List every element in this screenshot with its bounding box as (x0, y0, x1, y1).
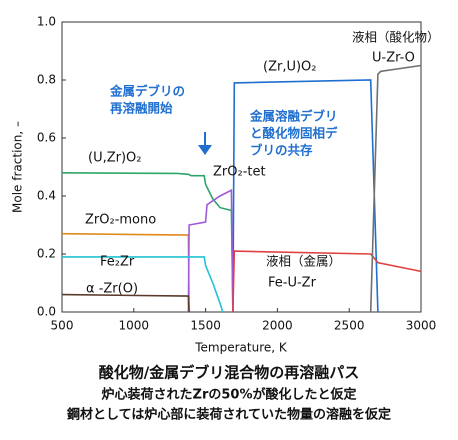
y-tick-label: 0.0 (37, 305, 56, 319)
y-tick-label: 0.8 (37, 73, 56, 87)
series-label: ZrO₂-mono (85, 213, 156, 228)
series-line (187, 188, 234, 313)
annotation: 金属デブリの (109, 84, 185, 99)
x-tick-label: 3000 (406, 319, 437, 333)
series-label: (Zr,U)O₂ (263, 60, 317, 75)
annotation: 液相（酸化物） (352, 30, 440, 45)
caption: 鋼材としては炉心部に装荷されていた物量の溶融を仮定 (66, 407, 391, 423)
arrow (198, 132, 212, 155)
x-tick-label: 1500 (190, 319, 221, 333)
x-tick-label: 2000 (262, 319, 293, 333)
series-line (369, 64, 422, 313)
series-line (61, 293, 190, 313)
y-tick-label: 0.6 (37, 131, 56, 145)
x-tick-label: 2500 (334, 319, 365, 333)
y-tick-label: 0.2 (37, 247, 56, 261)
caption: 酸化物/金属デブリ混合物の再溶融パス (99, 364, 359, 382)
series-label: Fe-U-Zr (268, 276, 317, 291)
plot-frame (61, 21, 422, 313)
y-tick-label: 1.0 (37, 15, 56, 29)
annotation: と酸化物固相デ (250, 126, 338, 141)
y-axis-label: Mole fraction, – (11, 121, 25, 213)
series-line (61, 172, 234, 313)
annotation: 再溶融開始 (110, 101, 173, 116)
series-label: α -Zr(O) (86, 282, 138, 297)
annotation: 液相（金属） (266, 254, 341, 269)
series-line (61, 232, 190, 313)
series-label: ZrO₂-tet (213, 165, 266, 180)
series-label: (U,Zr)O₂ (88, 151, 142, 166)
x-tick-label: 500 (51, 319, 74, 333)
annotation: 金属溶融デブリ (249, 109, 338, 124)
series-line (62, 256, 224, 313)
annotation: ブリの共存 (250, 143, 313, 158)
x-tick-label: 1000 (119, 319, 150, 333)
y-tick-label: 0.4 (37, 189, 56, 203)
series-line (232, 250, 422, 313)
series-label: Fe₂Zr (100, 255, 135, 270)
series-label: U-Zr-O (372, 51, 415, 66)
caption: 炉心装荷されたZrの50%が酸化したと仮定 (102, 387, 357, 403)
x-axis-label: Temperature, K (194, 341, 288, 355)
